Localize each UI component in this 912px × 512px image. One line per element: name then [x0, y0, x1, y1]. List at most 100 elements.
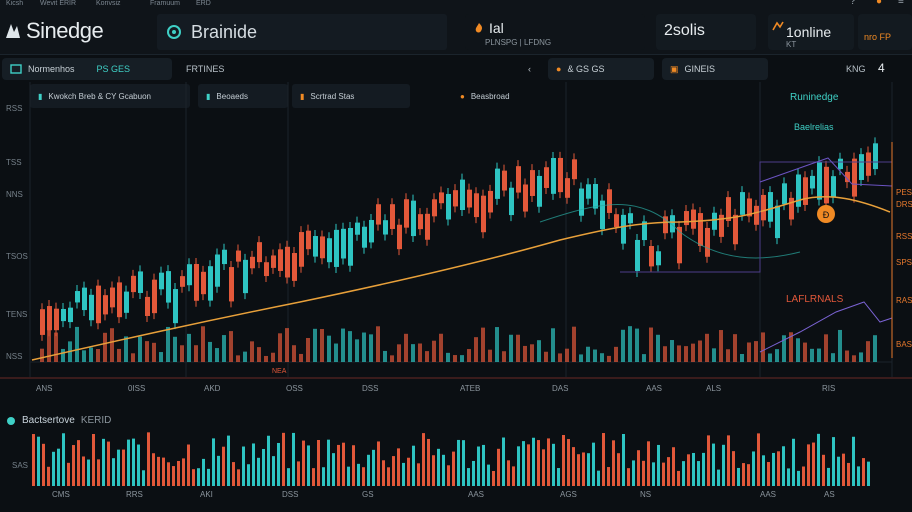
menu-item[interactable]: Framuum	[150, 0, 180, 7]
volume-bar	[837, 456, 840, 486]
volume-bar	[87, 459, 90, 486]
volume-bar	[152, 342, 156, 362]
volume-bar	[866, 341, 870, 362]
brand[interactable]: Sinedge	[4, 16, 104, 46]
menu-icon[interactable]: ≡	[898, 0, 904, 7]
volume-bar	[437, 448, 440, 486]
candle	[243, 259, 248, 294]
collapse-icon[interactable]: ‹	[528, 64, 531, 74]
timeframe-pill[interactable]: ● & GS GS	[548, 58, 654, 80]
volume-bar	[622, 433, 625, 486]
candle	[558, 157, 563, 193]
volume-bar	[487, 464, 490, 486]
volume-bar	[418, 343, 422, 362]
volume-bar	[747, 342, 751, 362]
moving-average-line	[31, 196, 891, 361]
volume-bar	[572, 326, 576, 362]
candle	[467, 189, 472, 208]
stat-panel-1: Ial PLNSPG | LFDNG	[465, 14, 645, 50]
candle	[670, 215, 675, 233]
legend-item-3[interactable]: ▮ Scrtrad Stas	[292, 84, 410, 108]
volume-bar	[522, 441, 525, 486]
x-tick: DAS	[552, 384, 569, 393]
volume-bar	[166, 326, 170, 362]
volume-bar	[649, 327, 653, 362]
volume-bar	[733, 334, 737, 362]
volume-bar	[285, 328, 289, 362]
legend-label: Beasbroad	[470, 91, 510, 101]
volume-chart[interactable]	[0, 424, 912, 490]
candle	[817, 162, 822, 200]
volume-bar	[369, 334, 373, 362]
volume-bar	[488, 349, 492, 362]
volume-bar	[789, 332, 793, 362]
y-axis-label: NNS	[6, 190, 23, 199]
volume-bar	[572, 447, 575, 486]
candle	[838, 158, 843, 170]
candle	[187, 264, 192, 286]
right-axis-label: DRS	[896, 200, 912, 209]
volume-bar	[537, 340, 541, 362]
volume-bar	[712, 443, 715, 486]
candle	[285, 246, 290, 278]
menu-item[interactable]: ERD	[196, 0, 211, 7]
symbol-extra: PS GES	[96, 64, 131, 74]
volume-bar	[712, 348, 716, 362]
symbol-pill[interactable]: Normenhos PS GES	[2, 58, 172, 80]
volume-bar	[787, 468, 790, 486]
volume-bar	[732, 451, 735, 486]
legend-item-2[interactable]: ▮ Beoaeds	[198, 84, 288, 108]
volume-bar	[57, 448, 60, 486]
volume-bar	[124, 336, 128, 362]
volume-bar	[313, 328, 317, 362]
volume-bar	[299, 353, 303, 362]
stat-sub: PLNSPG | LFDNG	[485, 38, 552, 47]
volume-bar	[236, 355, 240, 362]
menu-item[interactable]: Wevit ERIR	[40, 0, 77, 7]
volume-bar	[425, 351, 429, 362]
candle	[96, 285, 101, 324]
candle	[460, 179, 465, 211]
bound-line	[620, 161, 892, 273]
volume-bar	[357, 463, 360, 486]
fire-icon: ●	[556, 64, 562, 74]
legend-item-1[interactable]: ▮ Kwokch Breb & CY Gcabuon	[30, 84, 190, 108]
volume-bar	[237, 469, 240, 486]
volume-bar	[77, 440, 80, 486]
candle	[656, 251, 661, 266]
volume-bar	[614, 346, 618, 362]
volume-bar	[632, 460, 635, 486]
volume-panel-title[interactable]: Bactsertove KERID	[6, 415, 111, 426]
menu-item[interactable]: Korivsiz	[96, 0, 121, 7]
volume-bar	[278, 333, 282, 362]
toolbar: Normenhos PS GES FRTINES ‹ ● & GS GS ▣ G…	[0, 58, 912, 82]
workspace-selector[interactable]: Brainide	[157, 14, 447, 50]
candle	[362, 226, 367, 248]
volume-bar	[197, 468, 200, 486]
volume-bar	[719, 330, 723, 362]
volume-bar	[131, 353, 135, 362]
candle	[320, 236, 325, 259]
legend-item-4[interactable]: ● Beasbroad	[452, 84, 542, 108]
candle	[873, 143, 878, 170]
indicators-pill[interactable]: ▣ GINEIS	[662, 58, 768, 80]
volume-bar	[342, 442, 345, 486]
volume-bar	[47, 329, 51, 362]
x-tick: DSS	[282, 490, 299, 499]
volume-bar	[72, 445, 75, 486]
price-chart[interactable]: Ɖ	[0, 82, 912, 382]
volume-bar	[657, 444, 660, 486]
candle	[845, 171, 850, 183]
help-icon[interactable]: ?	[850, 0, 856, 7]
volume-bar	[460, 355, 464, 362]
volume-bar	[247, 464, 250, 486]
alert-icon[interactable]: ●	[876, 0, 883, 7]
menu-item[interactable]: Kicsh	[6, 0, 24, 7]
volume-bar	[838, 329, 842, 362]
volume-bar	[107, 441, 110, 486]
flame-icon	[475, 23, 483, 33]
price-marker-icon[interactable]	[817, 205, 835, 223]
volume-bar	[502, 351, 506, 362]
candle	[712, 212, 717, 230]
volume-bar	[544, 351, 548, 362]
